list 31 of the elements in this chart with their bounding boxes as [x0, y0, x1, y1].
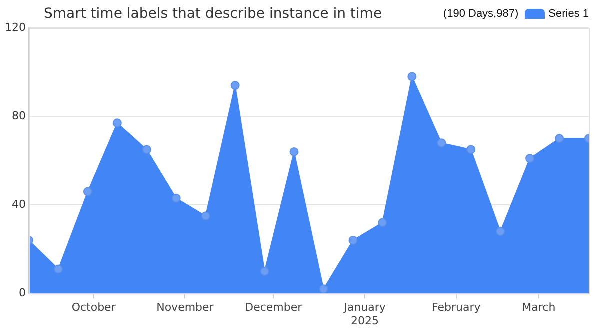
text: (190 Days,987) — [443, 8, 519, 20]
y-tick-label: 40 — [12, 198, 26, 211]
point — [437, 138, 446, 148]
y-tick-label: 0 — [18, 286, 26, 300]
x-tick-label: December — [245, 301, 303, 314]
legend-label: Series 1 — [548, 8, 589, 20]
x-tick-label: January 2025 — [343, 301, 386, 328]
point — [112, 118, 122, 128]
point — [378, 218, 388, 228]
point — [54, 264, 63, 274]
x-tick-label: October — [72, 301, 116, 314]
point — [260, 266, 270, 276]
point — [348, 236, 358, 245]
point — [526, 154, 535, 164]
chart-title: Smart time labels that describe instance in time — [44, 6, 382, 22]
point — [83, 187, 92, 196]
point — [290, 147, 299, 156]
x-tick-label: November — [156, 301, 214, 314]
point — [466, 145, 476, 154]
y-tick-label: 120 — [4, 20, 26, 34]
y-tick-label: 80 — [12, 109, 26, 122]
point — [172, 194, 181, 203]
x-tick-label: March — [522, 301, 556, 314]
point — [142, 145, 152, 154]
x-tick-label: February — [432, 301, 482, 314]
point — [408, 72, 417, 82]
point — [555, 134, 564, 144]
point — [201, 212, 210, 221]
point — [496, 227, 506, 236]
point — [319, 284, 328, 294]
point — [230, 81, 240, 90]
